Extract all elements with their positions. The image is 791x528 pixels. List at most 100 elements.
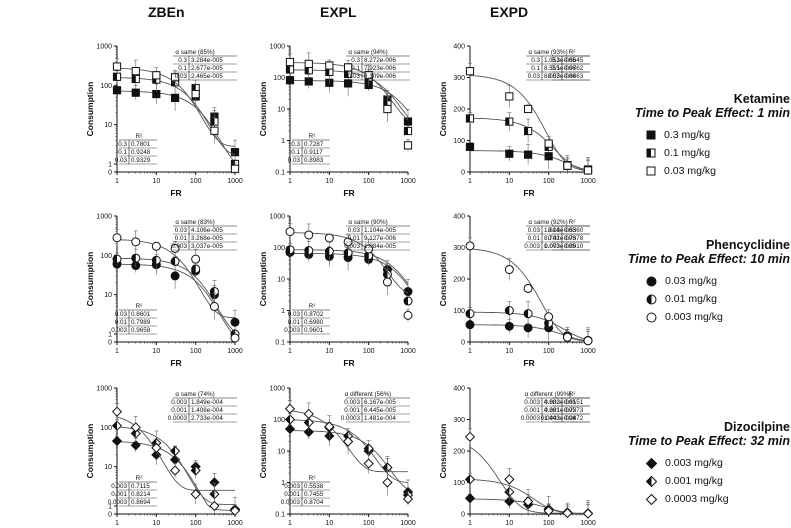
diamond-empty-marker xyxy=(190,489,201,500)
y-tick-label: 0 xyxy=(108,512,112,519)
r2-dose: 0.001 xyxy=(544,407,560,414)
square-full-marker xyxy=(112,86,122,95)
x-tick-label: 10 xyxy=(325,178,333,185)
x-tick-label: 1000 xyxy=(227,348,243,355)
r2-value: 0.8694 xyxy=(131,499,151,506)
alpha-dose: 0.003 xyxy=(344,399,360,406)
alpha-dose: 0.003 xyxy=(524,399,540,406)
alpha-label: α same (93%) xyxy=(528,49,567,56)
r2-value: 0.5538 xyxy=(304,483,324,490)
r2-value: 0.9762 xyxy=(564,65,584,72)
r2-value: 0.9117 xyxy=(304,149,323,156)
diamond-full-marker xyxy=(303,426,314,438)
y-tick-label: 100 xyxy=(453,138,465,145)
panel-r0-c0: 01 10 100 1000 1 10 100 1000 FR Consumption α same… xyxy=(85,44,243,199)
circle-empty-marker xyxy=(583,336,593,346)
y-axis-label: Consumption xyxy=(85,82,95,137)
square-empty-marker xyxy=(505,92,514,101)
square-empty-marker xyxy=(112,62,122,71)
r2-dose: 0.03 xyxy=(548,73,561,80)
diamond-empty-marker xyxy=(382,477,393,488)
r2-value: 0.8463 xyxy=(564,73,584,80)
marker-half-fill xyxy=(505,118,510,126)
alpha-dose: 0.003 xyxy=(171,243,187,250)
marker-half-fill xyxy=(383,270,388,279)
marker-half-fill xyxy=(364,251,369,260)
alpha-value: 1.104e-005 xyxy=(364,227,396,234)
drug-name-ketamine: Ketamine xyxy=(733,92,790,106)
x-tick-label: 1 xyxy=(115,178,119,185)
y-tick-label: 400 xyxy=(453,386,465,393)
legend-item: 0.03 mg/kg xyxy=(646,162,790,180)
y-tick-label: 10 xyxy=(277,107,285,114)
circle-full-marker xyxy=(170,271,180,281)
y-tick-label: 0 xyxy=(461,170,465,177)
alpha-dose: 0.1 xyxy=(178,65,187,72)
y-tick-label: 0 xyxy=(461,340,465,347)
marker-half-fill xyxy=(404,297,408,306)
square-full-marker xyxy=(465,142,475,151)
alpha-value: 1.051e-005 xyxy=(544,57,576,64)
diamond-empty-marker xyxy=(111,406,123,417)
square-empty-marker xyxy=(465,67,475,76)
y-tick-label: 1000 xyxy=(96,386,112,393)
y-axis-label: Consumption xyxy=(85,424,95,479)
marker-half-fill xyxy=(364,444,369,453)
diamond-half-icon xyxy=(646,475,657,487)
square-full-marker xyxy=(544,152,553,161)
r2-label: R² xyxy=(569,391,576,398)
marker-half-fill xyxy=(191,264,196,273)
diamond-empty-marker xyxy=(342,436,354,447)
alpha-label: α same (90%) xyxy=(348,219,387,226)
r2-value: 0.6151 xyxy=(564,399,584,406)
x-tick-label: 1000 xyxy=(400,178,416,185)
marker-half-fill xyxy=(524,309,529,318)
diamond-full-marker xyxy=(504,496,515,507)
r2-label: R² xyxy=(569,219,576,226)
r2-value: 0.9329 xyxy=(131,157,151,164)
alpha-value: 8.109e-006 xyxy=(364,73,396,80)
legend-ketamine: Ketamine Time to Peak Effect: 1 min 0.3 … xyxy=(600,92,790,180)
y-axis-label: Consumption xyxy=(438,252,448,307)
y-tick-label: 1000 xyxy=(96,214,112,221)
marker-half-fill xyxy=(113,73,117,81)
alpha-value: 4.381e-005 xyxy=(544,407,576,414)
r2-value: 0.9248 xyxy=(131,149,151,156)
alpha-dose: 0.003 xyxy=(524,243,540,250)
circle-full-marker xyxy=(230,317,240,327)
alpha-dose: 0.03 xyxy=(175,73,188,80)
r2-dose: 0.03 xyxy=(288,311,301,318)
r2-value: 0.7287 xyxy=(304,141,324,148)
marker-half-fill xyxy=(304,246,309,255)
y-tick-label: 1000 xyxy=(96,44,112,51)
legend-item: 0.001 mg/kg xyxy=(646,472,790,490)
square-empty-marker xyxy=(210,126,219,135)
r2-dose: 0.3 xyxy=(118,141,127,148)
x-axis-label: FR xyxy=(343,188,354,198)
marker-half-fill xyxy=(152,75,157,84)
x-tick-label: 10 xyxy=(152,520,160,527)
y-tick-label: 0.1 xyxy=(275,340,285,347)
y-tick-label: 200 xyxy=(453,107,465,114)
square-empty-marker xyxy=(325,61,334,70)
alpha-value: 2.677e-005 xyxy=(191,65,223,72)
legend-item: 0.3 mg/kg xyxy=(646,126,790,144)
alpha-label: α different (56%) xyxy=(345,391,392,398)
marker-half-fill xyxy=(404,127,408,135)
alpha-dose: 0.03 xyxy=(528,227,541,234)
r2-dose: 0.01 xyxy=(288,319,301,326)
square-empty-marker xyxy=(563,161,572,170)
alpha-value: 8.742e-006 xyxy=(544,235,576,242)
x-tick-label: 10 xyxy=(152,348,160,355)
column-title-expl: EXPL xyxy=(320,4,357,20)
y-tick-label: 300 xyxy=(453,75,465,82)
marker-half-fill xyxy=(112,255,117,264)
y-tick-label: 200 xyxy=(453,449,465,456)
r2-value: 0.8704 xyxy=(304,499,324,506)
alpha-dose: 0.03 xyxy=(175,227,188,234)
alpha-value: 1.073e-005 xyxy=(544,243,576,250)
y-tick-label: 100 xyxy=(453,308,465,315)
